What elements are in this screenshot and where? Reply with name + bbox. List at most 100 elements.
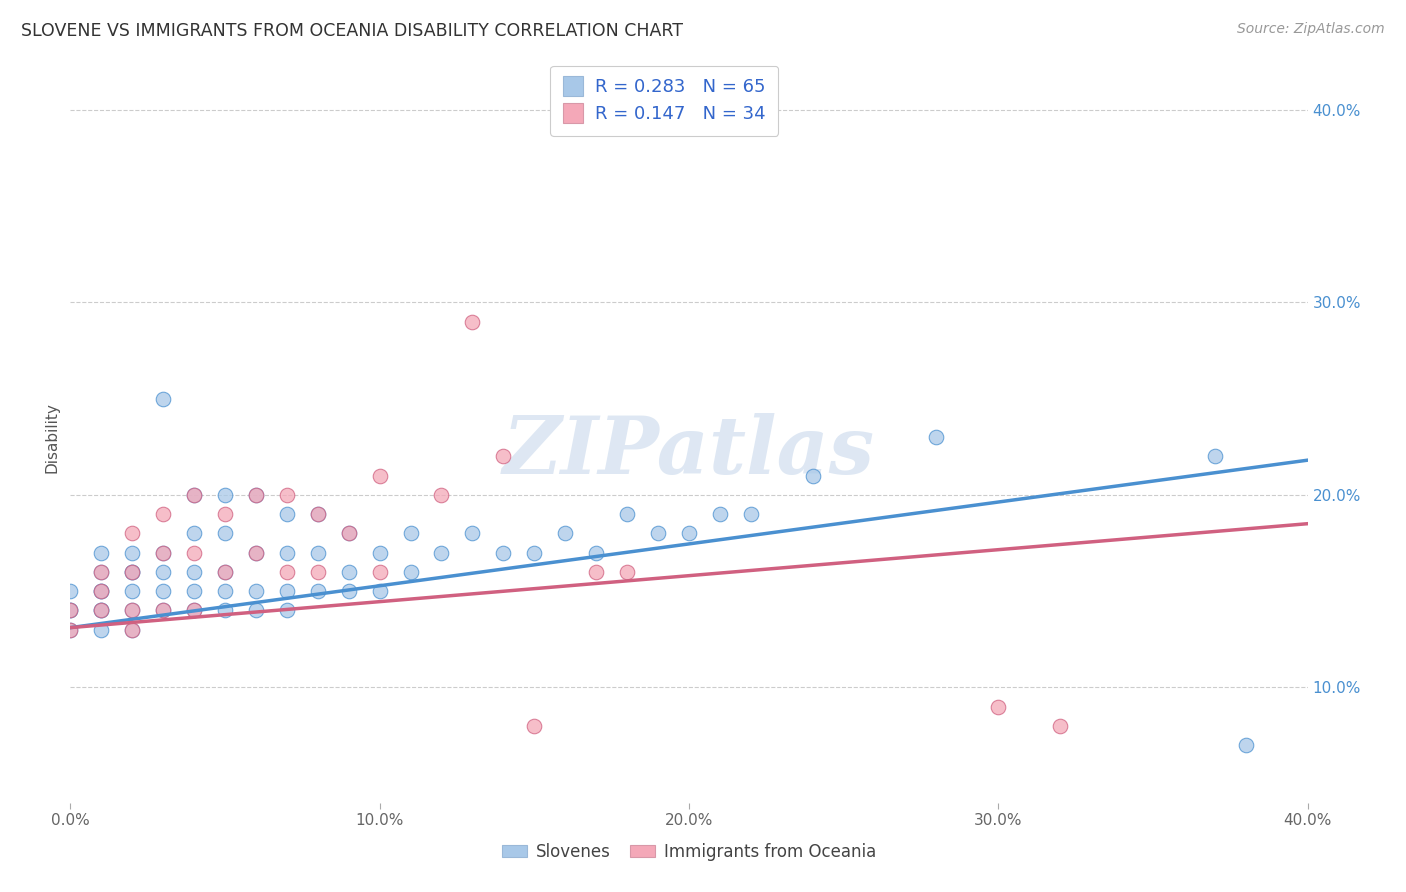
Point (90, 584, 112, 599)
Point (214, 507, 236, 521)
Point (59, 603, 82, 617)
Point (492, 450, 515, 464)
Point (1234, 738, 1257, 752)
Point (585, 545, 607, 559)
Point (337, 526, 360, 541)
Point (245, 603, 267, 617)
Point (183, 584, 205, 599)
Point (59, 623, 82, 637)
Point (90, 584, 112, 599)
Point (152, 392, 174, 406)
Point (152, 603, 174, 617)
Point (399, 526, 422, 541)
Point (245, 545, 267, 559)
Legend: Slovenes, Immigrants from Oceania: Slovenes, Immigrants from Oceania (495, 837, 883, 868)
Point (152, 507, 174, 521)
Point (1049, 719, 1071, 733)
Point (925, 430, 948, 444)
Point (276, 603, 298, 617)
Point (585, 565, 607, 579)
Point (276, 545, 298, 559)
Point (214, 526, 236, 541)
Point (90, 545, 112, 559)
Point (245, 488, 267, 502)
Point (801, 468, 824, 483)
Point (121, 565, 143, 579)
Point (987, 699, 1010, 714)
Point (90, 603, 112, 617)
Point (307, 565, 329, 579)
Point (647, 526, 669, 541)
Point (368, 468, 391, 483)
Point (616, 565, 638, 579)
Point (121, 526, 143, 541)
Point (523, 719, 546, 733)
Point (90, 565, 112, 579)
Point (152, 603, 174, 617)
Point (214, 584, 236, 599)
Y-axis label: Disability: Disability (44, 401, 59, 473)
Point (245, 584, 267, 599)
Point (214, 565, 236, 579)
Point (368, 584, 391, 599)
Point (337, 565, 360, 579)
Point (121, 545, 143, 559)
Point (430, 488, 453, 502)
Point (59, 584, 82, 599)
Point (337, 584, 360, 599)
Point (337, 526, 360, 541)
Point (183, 603, 205, 617)
Point (245, 545, 267, 559)
Point (368, 565, 391, 579)
Point (121, 565, 143, 579)
Text: ZIPatlas: ZIPatlas (503, 413, 875, 491)
Point (554, 526, 576, 541)
Point (245, 488, 267, 502)
Point (121, 584, 143, 599)
Point (90, 603, 112, 617)
Point (121, 603, 143, 617)
Point (90, 603, 112, 617)
Point (183, 488, 205, 502)
Point (183, 565, 205, 579)
Point (399, 565, 422, 579)
Point (276, 565, 298, 579)
Point (183, 526, 205, 541)
Point (183, 545, 205, 559)
Point (183, 488, 205, 502)
Point (183, 603, 205, 617)
Point (214, 565, 236, 579)
Point (59, 603, 82, 617)
Point (1204, 450, 1226, 464)
Point (90, 565, 112, 579)
Point (307, 507, 329, 521)
Point (121, 603, 143, 617)
Text: SLOVENE VS IMMIGRANTS FROM OCEANIA DISABILITY CORRELATION CHART: SLOVENE VS IMMIGRANTS FROM OCEANIA DISAB… (21, 22, 683, 40)
Point (152, 545, 174, 559)
Text: Source: ZipAtlas.com: Source: ZipAtlas.com (1237, 22, 1385, 37)
Point (152, 545, 174, 559)
Point (121, 623, 143, 637)
Point (152, 584, 174, 599)
Point (461, 315, 484, 329)
Point (276, 488, 298, 502)
Point (121, 565, 143, 579)
Point (616, 507, 638, 521)
Point (709, 507, 731, 521)
Point (276, 507, 298, 521)
Point (307, 584, 329, 599)
Point (523, 545, 546, 559)
Point (678, 526, 700, 541)
Point (368, 545, 391, 559)
Point (59, 603, 82, 617)
Point (276, 584, 298, 599)
Point (461, 526, 484, 541)
Point (90, 584, 112, 599)
Point (90, 623, 112, 637)
Point (492, 545, 515, 559)
Point (214, 603, 236, 617)
Point (152, 565, 174, 579)
Point (121, 623, 143, 637)
Point (740, 507, 762, 521)
Point (430, 545, 453, 559)
